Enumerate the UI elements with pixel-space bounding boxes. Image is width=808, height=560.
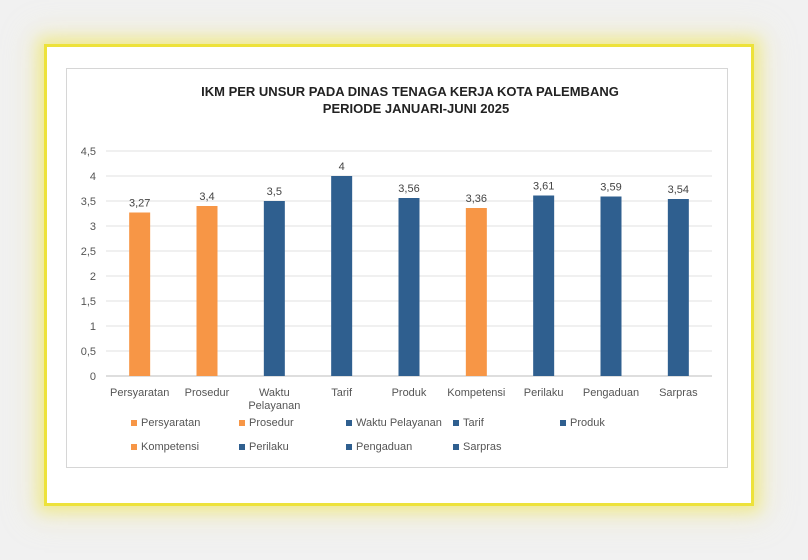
y-tick-label: 3,5	[81, 196, 96, 208]
legend-swatch	[453, 420, 459, 426]
bar	[129, 212, 151, 376]
category-label: Prosedur	[185, 387, 230, 399]
category-label: Pengaduan	[583, 387, 639, 399]
bar	[533, 195, 555, 376]
legend-label: Prosedur	[249, 417, 294, 429]
data-label: 3,56	[398, 183, 419, 195]
y-tick-label: 1,5	[81, 296, 96, 308]
y-tick-label: 4,5	[81, 146, 96, 158]
data-label: 3,61	[533, 181, 554, 193]
category-labels: Persyaratan Prosedur Waktu Pelayanan Tarif Pr…	[110, 387, 698, 412]
y-tick-label: 0,5	[81, 346, 96, 358]
category-label: Produk	[392, 387, 427, 399]
legend-swatch	[346, 444, 352, 450]
legend-swatch	[239, 444, 245, 450]
legend-swatch	[560, 420, 566, 426]
category-label: Tarif	[331, 387, 353, 399]
legend-label: Tarif	[463, 417, 485, 429]
legend-label: Pengaduan	[356, 441, 412, 453]
bar	[667, 199, 689, 376]
y-tick-label: 2	[90, 271, 96, 283]
bar	[465, 208, 487, 376]
y-tick-label: 2,5	[81, 246, 96, 258]
bar	[263, 201, 285, 376]
category-label: Persyaratan	[110, 387, 169, 399]
y-tick-label: 0	[90, 371, 96, 383]
bar	[331, 176, 353, 376]
y-tick-label: 3	[90, 221, 96, 233]
legend-swatch	[239, 420, 245, 426]
value-labels: 3,273,4 3,543,563,363,61 3,59 3,54	[129, 161, 689, 210]
y-tick-label: 1	[90, 321, 96, 333]
chart-subtitle: PERIODE JANUARI-JUNI 2025	[323, 101, 509, 116]
legend-swatch	[131, 420, 137, 426]
legend-swatch	[346, 420, 352, 426]
bar	[600, 196, 622, 376]
data-label: 4	[339, 161, 345, 173]
category-label: Perilaku	[524, 387, 564, 399]
bar	[196, 206, 218, 376]
legend-swatch	[453, 444, 459, 450]
y-axis-ticks: 0 0,5 1 1,5 2 2,5 3 3,5 4 4,5	[81, 146, 96, 383]
data-label: 3,54	[668, 184, 689, 196]
legend-label: Persyaratan	[141, 417, 200, 429]
data-label: 3,4	[199, 191, 214, 203]
bars	[129, 176, 689, 376]
legend-label: Produk	[570, 417, 605, 429]
chart-title: IKM PER UNSUR PADA DINAS TENAGA KERJA KO…	[201, 84, 619, 99]
legend-label: Kompetensi	[141, 441, 199, 453]
legend-label: Waktu Pelayanan	[356, 417, 442, 429]
legend-label: Sarpras	[463, 441, 502, 453]
data-label: 3,5	[267, 186, 282, 198]
bar	[398, 198, 420, 376]
data-label: 3,27	[129, 198, 150, 210]
category-label: Kompetensi	[447, 387, 505, 399]
legend-label: Perilaku	[249, 441, 289, 453]
legend: Persyaratan Prosedur Waktu Pelayanan Tarif P…	[131, 417, 605, 453]
legend-swatch	[131, 444, 137, 450]
data-label: 3,36	[466, 193, 487, 205]
data-label: 3,59	[600, 182, 621, 194]
category-label: Waktu Pelayanan	[248, 387, 300, 412]
y-tick-label: 4	[90, 171, 96, 183]
category-label: Sarpras	[659, 387, 698, 399]
